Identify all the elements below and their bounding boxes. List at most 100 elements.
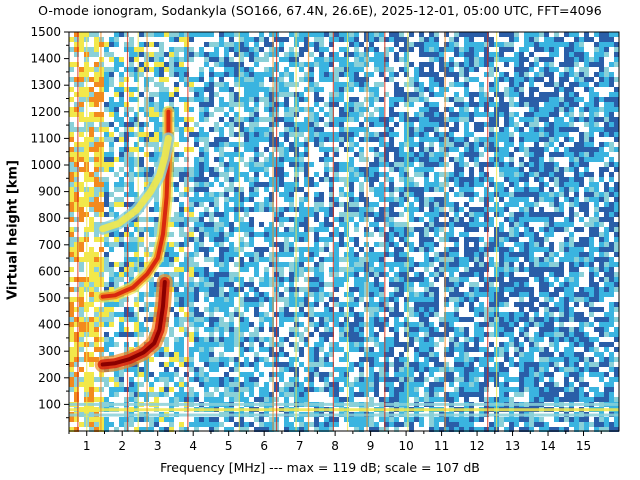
noise-cell <box>119 62 124 67</box>
noise-cell <box>119 377 124 382</box>
noise-cell <box>204 202 209 207</box>
noise-cell <box>119 347 124 352</box>
noise-cell <box>189 37 194 42</box>
noise-cell <box>124 427 129 432</box>
noise-cell <box>224 107 229 112</box>
noise-cell <box>249 172 254 177</box>
noise-cell <box>139 82 144 87</box>
noise-cell <box>374 102 379 107</box>
noise-cell <box>169 242 174 247</box>
noise-cell <box>344 302 349 307</box>
noise-cell <box>194 387 199 392</box>
noise-cell <box>119 317 124 322</box>
noise-cell <box>109 427 114 432</box>
noise-cell <box>74 102 79 107</box>
noise-cell <box>329 387 334 392</box>
noise-cell <box>139 392 144 397</box>
noise-cell <box>279 67 284 72</box>
noise-cell <box>174 137 179 142</box>
noise-cell <box>209 252 214 257</box>
noise-cell <box>219 302 224 307</box>
noise-cell <box>239 262 244 267</box>
noise-cell <box>204 127 209 132</box>
noise-cell <box>244 162 249 167</box>
noise-cell <box>104 262 109 267</box>
noise-cell <box>359 392 364 397</box>
noise-cell <box>199 182 204 187</box>
noise-cell <box>254 417 259 422</box>
noise-cell <box>169 362 174 367</box>
noise-cell <box>69 232 74 237</box>
noise-cell <box>254 387 259 392</box>
noise-cell <box>189 297 194 302</box>
noise-cell <box>194 202 199 207</box>
noise-cell <box>254 252 259 257</box>
noise-cell <box>354 217 359 222</box>
noise-cell <box>69 272 74 277</box>
noise-cell <box>104 387 109 392</box>
noise-cell <box>349 207 354 212</box>
noise-cell <box>184 127 189 132</box>
noise-cell <box>69 312 74 317</box>
noise-cell <box>119 252 124 257</box>
noise-cell <box>304 132 309 137</box>
noise-cell <box>344 177 349 182</box>
noise-cell <box>129 307 134 312</box>
noise-cell <box>354 117 359 122</box>
noise-cell <box>74 372 79 377</box>
noise-cell <box>184 217 189 222</box>
noise-cell <box>194 227 199 232</box>
noise-cell <box>309 312 314 317</box>
noise-cell <box>94 282 99 287</box>
noise-cell <box>89 212 94 217</box>
noise-cell <box>324 362 329 367</box>
noise-cell <box>134 227 139 232</box>
noise-cell <box>234 392 239 397</box>
noise-cell <box>349 277 354 282</box>
noise-cell <box>354 427 359 432</box>
noise-cell <box>179 312 184 317</box>
noise-cell <box>209 162 214 167</box>
noise-cell <box>234 102 239 107</box>
noise-cell <box>164 267 169 272</box>
noise-cell <box>249 182 254 187</box>
noise-cell <box>349 372 354 377</box>
noise-cell <box>324 427 329 432</box>
noise-cell <box>224 277 229 282</box>
noise-cell <box>119 112 124 117</box>
noise-cell <box>159 52 164 57</box>
noise-cell <box>79 227 84 232</box>
noise-cell <box>219 97 224 102</box>
noise-cell <box>309 222 314 227</box>
noise-cell <box>314 187 319 192</box>
noise-cell <box>269 367 274 372</box>
noise-cell <box>124 97 129 102</box>
noise-cell <box>204 222 209 227</box>
noise-cell <box>159 127 164 132</box>
noise-cell <box>74 427 79 432</box>
noise-cell <box>279 177 284 182</box>
noise-cell <box>89 277 94 282</box>
noise-cell <box>204 52 209 57</box>
noise-cell <box>184 207 189 212</box>
noise-cell <box>349 227 354 232</box>
noise-cell <box>339 197 344 202</box>
noise-cell <box>69 117 74 122</box>
noise-cell <box>244 397 249 402</box>
noise-cell <box>329 242 334 247</box>
noise-cell <box>129 232 134 237</box>
noise-cell <box>264 362 269 367</box>
noise-cell <box>309 337 314 342</box>
noise-cell <box>359 52 364 57</box>
noise-cell <box>194 352 199 357</box>
noise-cell <box>219 102 224 107</box>
noise-cell <box>159 117 164 122</box>
noise-cell <box>244 337 249 342</box>
noise-cell <box>374 192 379 197</box>
noise-cell <box>369 172 374 177</box>
noise-cell <box>184 47 189 52</box>
noise-cell <box>74 262 79 267</box>
noise-cell <box>94 137 99 142</box>
noise-cell <box>214 257 219 262</box>
noise-cell <box>354 147 359 152</box>
